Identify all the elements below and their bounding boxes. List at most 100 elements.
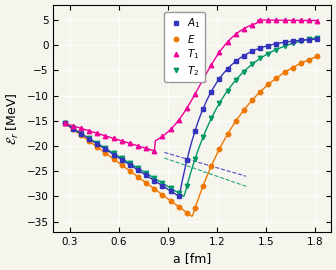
$E$ (169, 199, 173, 202)
$E$ (120, 163, 124, 167)
$T_2$ (177, 191, 181, 195)
$E$ (291, 66, 295, 69)
$T_2$ (152, 177, 156, 180)
$A_1$ (87, 137, 91, 141)
$T_1$ (152, 149, 156, 153)
$E$ (225, 133, 229, 136)
$T_1$ (217, 50, 221, 54)
$T_1$ (95, 132, 99, 135)
$T_1$ (193, 93, 197, 96)
$T_1$ (128, 142, 132, 145)
$E$ (242, 109, 246, 112)
$A_1$ (169, 189, 173, 193)
$E$ (193, 207, 197, 210)
$A_1$ (128, 163, 132, 167)
$A_1$ (307, 38, 311, 41)
$E$ (112, 157, 116, 161)
$T_1$ (275, 19, 279, 22)
$T_1$ (315, 19, 319, 22)
$T_1$ (234, 33, 238, 36)
$T_1$ (291, 19, 295, 22)
$A_1$ (136, 168, 140, 172)
$T_2$ (275, 48, 279, 51)
$E$ (185, 211, 189, 214)
$T_2$ (283, 45, 287, 48)
$A_1$ (71, 127, 75, 130)
$T_1$ (177, 119, 181, 122)
$T_2$ (266, 52, 270, 55)
$T_1$ (160, 135, 164, 138)
$A_1$ (144, 174, 148, 177)
$T_2$ (234, 79, 238, 82)
$T_1$ (250, 23, 254, 26)
$T_2$ (307, 38, 311, 41)
$A_1$ (299, 39, 303, 42)
Line: $T_1$: $T_1$ (62, 18, 319, 153)
$E$ (144, 181, 148, 184)
$T_2$ (160, 181, 164, 185)
$T_2$ (242, 70, 246, 73)
$T_2$ (291, 42, 295, 45)
$A_1$ (177, 194, 181, 198)
$E$ (128, 169, 132, 173)
$A_1$ (185, 159, 189, 162)
$E$ (209, 164, 213, 168)
$E$ (136, 175, 140, 178)
$T_1$ (144, 147, 148, 150)
$T_2$ (144, 171, 148, 175)
$E$ (299, 62, 303, 65)
$A_1$ (79, 132, 83, 135)
$E$ (160, 193, 164, 196)
$T_2$ (63, 122, 67, 125)
$E$ (234, 120, 238, 123)
$A_1$ (291, 39, 295, 43)
$A_1$ (242, 54, 246, 57)
$A_1$ (112, 153, 116, 156)
$T_2$ (225, 89, 229, 92)
$T_1$ (63, 122, 67, 125)
$T_2$ (217, 102, 221, 105)
$T_1$ (169, 128, 173, 131)
$T_2$ (169, 187, 173, 190)
$E$ (266, 83, 270, 86)
$T_2$ (250, 63, 254, 66)
$E$ (103, 151, 108, 155)
$A_1$ (95, 143, 99, 146)
$T_1$ (103, 134, 108, 137)
$A_1$ (283, 40, 287, 44)
$E$ (87, 140, 91, 143)
$T_1$ (307, 19, 311, 22)
$T_2$ (95, 142, 99, 145)
$E$ (95, 146, 99, 149)
$A_1$ (120, 158, 124, 161)
$A_1$ (160, 184, 164, 187)
$E$ (217, 147, 221, 151)
$T_1$ (87, 129, 91, 133)
$T_2$ (103, 147, 108, 150)
$T_2$ (87, 137, 91, 140)
$A_1$ (225, 67, 229, 70)
$T_2$ (185, 184, 189, 188)
$E$ (283, 71, 287, 74)
$T_1$ (283, 19, 287, 22)
$E$ (152, 187, 156, 190)
$T_2$ (71, 127, 75, 130)
$T_1$ (201, 78, 205, 81)
Line: $A_1$: $A_1$ (62, 37, 319, 198)
Line: $E$: $E$ (62, 54, 319, 215)
$T_1$ (299, 19, 303, 22)
$A_1$ (266, 44, 270, 47)
$A_1$ (315, 38, 319, 41)
$T_1$ (79, 127, 83, 130)
Legend: $A_1$, $E$, $T_1$, $T_2$: $A_1$, $E$, $T_1$, $T_2$ (164, 12, 205, 82)
$T_2$ (315, 36, 319, 39)
$A_1$ (193, 129, 197, 133)
$T_2$ (193, 157, 197, 161)
$T_2$ (79, 132, 83, 135)
$A_1$ (63, 122, 67, 125)
$T_1$ (209, 63, 213, 66)
$T_1$ (242, 27, 246, 30)
$T_1$ (136, 144, 140, 147)
$E$ (201, 184, 205, 187)
$T_2$ (258, 57, 262, 60)
